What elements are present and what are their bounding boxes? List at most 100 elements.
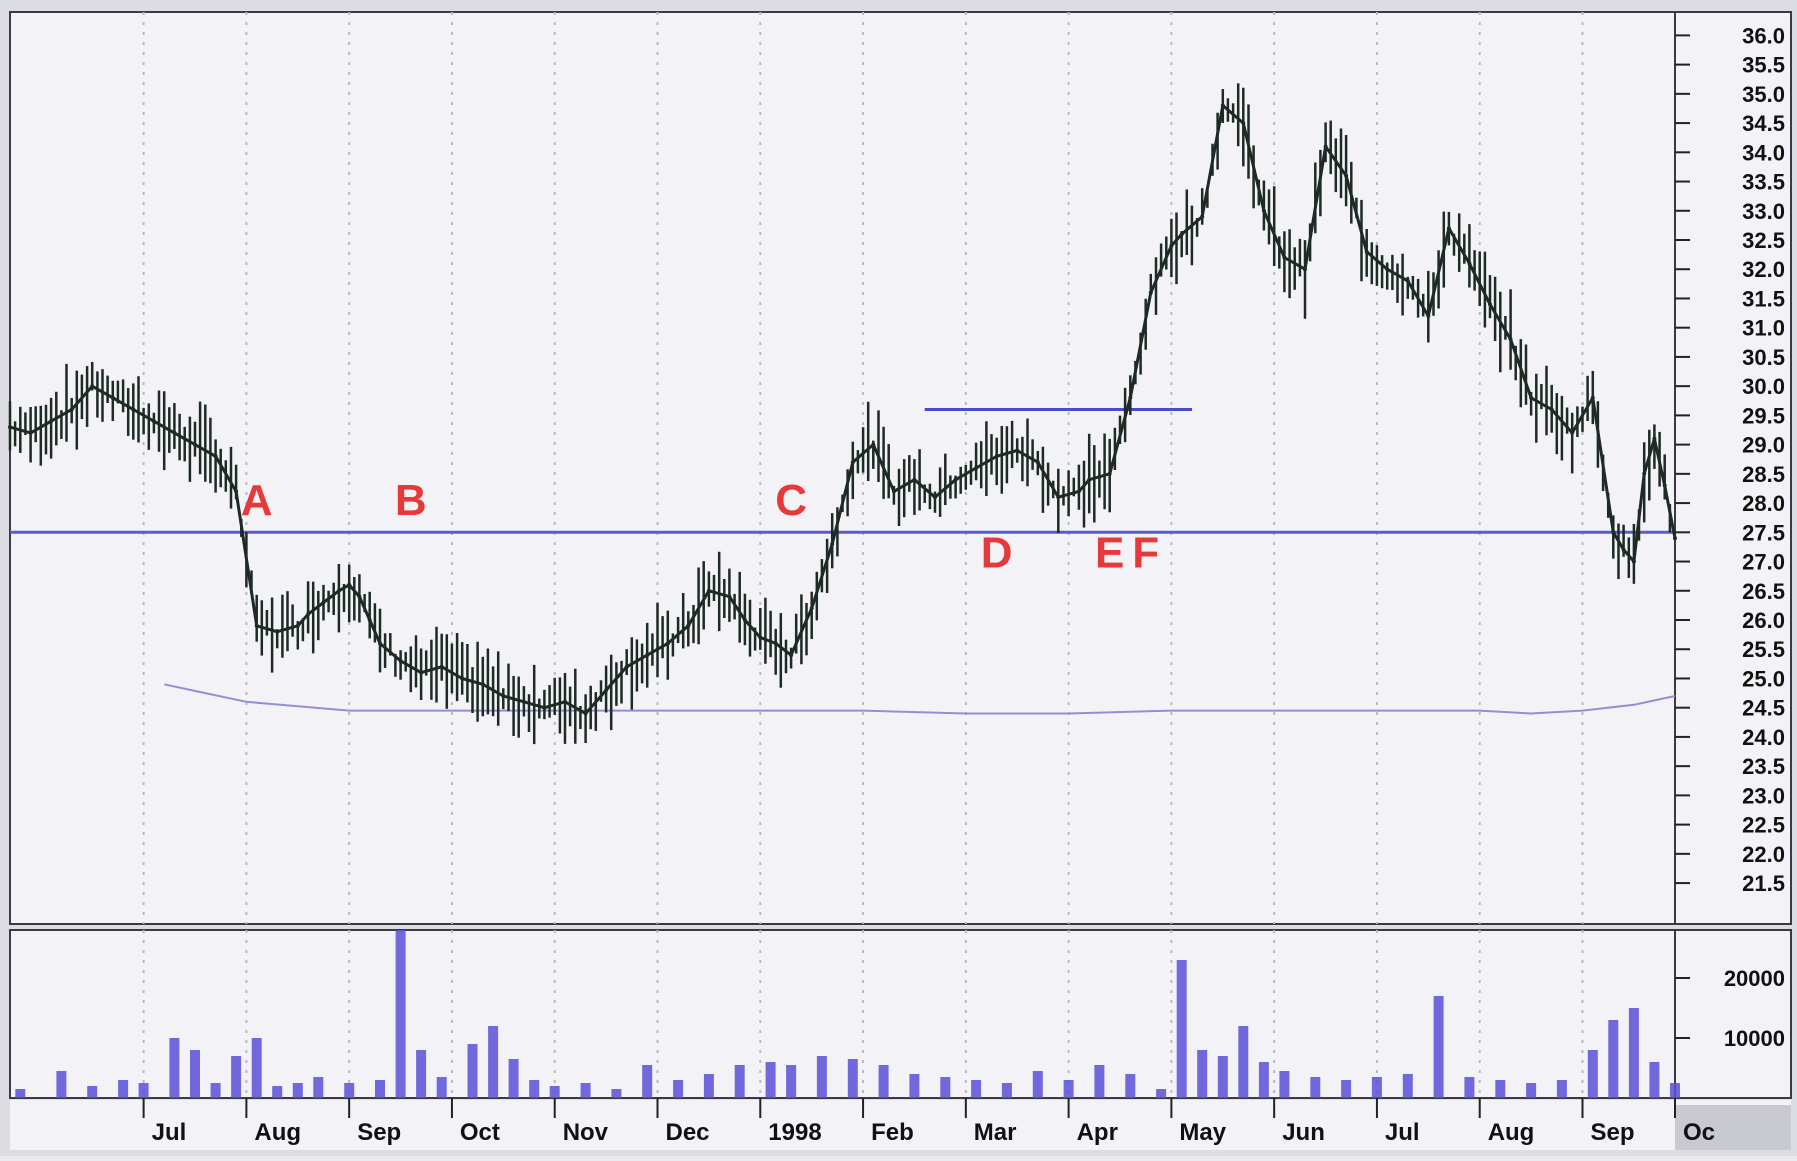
date-tick-label: Jun (1282, 1119, 1325, 1146)
price-point (758, 635, 763, 640)
price-point (131, 407, 136, 412)
volume-bar (395, 930, 406, 1098)
volume-bar (765, 1062, 776, 1098)
price-point (367, 618, 372, 622)
price-point (850, 460, 855, 465)
volume-bar (1032, 1071, 1043, 1098)
price-point (604, 688, 609, 693)
volume-bar (1608, 1020, 1619, 1098)
price-point (912, 477, 917, 482)
annotation-c: C (775, 476, 807, 525)
date-tick-label: Oct (460, 1119, 500, 1146)
volume-bar (642, 1065, 653, 1098)
price-axis: 36.0 35.5 35.0 34.5 34.0 33.5 33.0 32.5 32.0 31.5… (1675, 23, 1785, 896)
moving-average-layer (163, 683, 1676, 715)
volume-bar (1495, 1080, 1506, 1098)
price-point (254, 623, 259, 628)
price-point (378, 641, 382, 646)
volume-bar (1258, 1062, 1269, 1098)
volume-bar (313, 1077, 324, 1098)
volume-axis: 20000 10000 (1675, 966, 1785, 1051)
support-resistance-layer (10, 408, 1675, 534)
price-point (1652, 436, 1657, 441)
price-point (306, 612, 311, 617)
date-tick-label: 1998 (768, 1119, 821, 1146)
volume-bar (508, 1059, 519, 1098)
price-point (1631, 559, 1636, 564)
annotation-d: D (981, 528, 1013, 577)
price-tick-label: 22.5 (1742, 813, 1785, 838)
price-tick-label: 24.5 (1742, 696, 1785, 721)
price-tick-label: 28.5 (1742, 462, 1785, 487)
price-point (1200, 214, 1205, 219)
price-point (193, 442, 197, 447)
price-point (1529, 395, 1534, 400)
price-point (439, 664, 444, 669)
price-point (686, 623, 691, 628)
volume-bar (1433, 996, 1444, 1098)
price-point (727, 594, 732, 599)
volume-axis-strip (1674, 929, 1792, 1099)
volume-bar (1238, 1026, 1249, 1098)
price-axis-strip (1674, 11, 1792, 925)
volume-bar (1176, 960, 1187, 1098)
volume-bar (87, 1086, 98, 1098)
price-tick-label: 26.5 (1742, 579, 1785, 604)
price-point (1261, 208, 1266, 213)
price-tick-label: 31.0 (1742, 316, 1785, 341)
price-point (172, 430, 177, 435)
price-point (1076, 489, 1081, 494)
price-point (1169, 243, 1174, 248)
price-point (773, 641, 778, 646)
price-point (1364, 249, 1369, 254)
price-point (1148, 290, 1153, 295)
price-tick-label: 36.0 (1742, 23, 1785, 48)
price-tick-label: 35.0 (1742, 82, 1785, 107)
price-tick-label: 29.5 (1742, 403, 1785, 428)
price-point (1385, 267, 1390, 272)
price-point (336, 588, 341, 593)
volume-bar (580, 1083, 591, 1098)
volume-bar (1402, 1074, 1413, 1098)
volume-bar (1279, 1071, 1290, 1098)
volume-bar (1371, 1077, 1382, 1098)
price-point (398, 658, 403, 663)
volume-bar (1341, 1080, 1352, 1098)
volume-bar (118, 1080, 129, 1098)
price-point (809, 606, 814, 611)
volume-bar (529, 1080, 540, 1098)
volume-bar (673, 1080, 684, 1098)
price-point (1662, 483, 1667, 488)
volume-tick-label: 20000 (1724, 966, 1785, 991)
price-tick-label: 35.5 (1742, 53, 1785, 78)
price-point (1323, 144, 1328, 149)
volume-bar (251, 1038, 262, 1098)
price-point (1015, 448, 1020, 453)
price-tick-label: 30.0 (1742, 374, 1785, 399)
price-point (1303, 267, 1307, 272)
volume-bars-layer (15, 930, 1680, 1098)
price-point (1611, 530, 1616, 535)
date-tick-label: Aug (254, 1119, 301, 1146)
price-point (665, 641, 670, 646)
price-point (347, 582, 352, 587)
volume-bar (816, 1056, 827, 1098)
volume-bar (549, 1086, 560, 1098)
price-tick-label: 25.0 (1742, 667, 1785, 692)
date-tick-label: Dec (666, 1119, 710, 1146)
volume-bar (1464, 1077, 1475, 1098)
price-point (1344, 173, 1349, 178)
volume-bar (611, 1089, 622, 1098)
price-point (1621, 547, 1626, 552)
price-point (275, 629, 280, 634)
price-point (1642, 471, 1647, 476)
price-point (1282, 255, 1287, 260)
volume-bar (231, 1056, 242, 1098)
price-point (1241, 121, 1246, 126)
volume-bar (1063, 1080, 1074, 1098)
price-point (49, 419, 54, 424)
volume-bar (1156, 1089, 1167, 1098)
volume-bar (878, 1065, 889, 1098)
price-point (645, 653, 650, 658)
